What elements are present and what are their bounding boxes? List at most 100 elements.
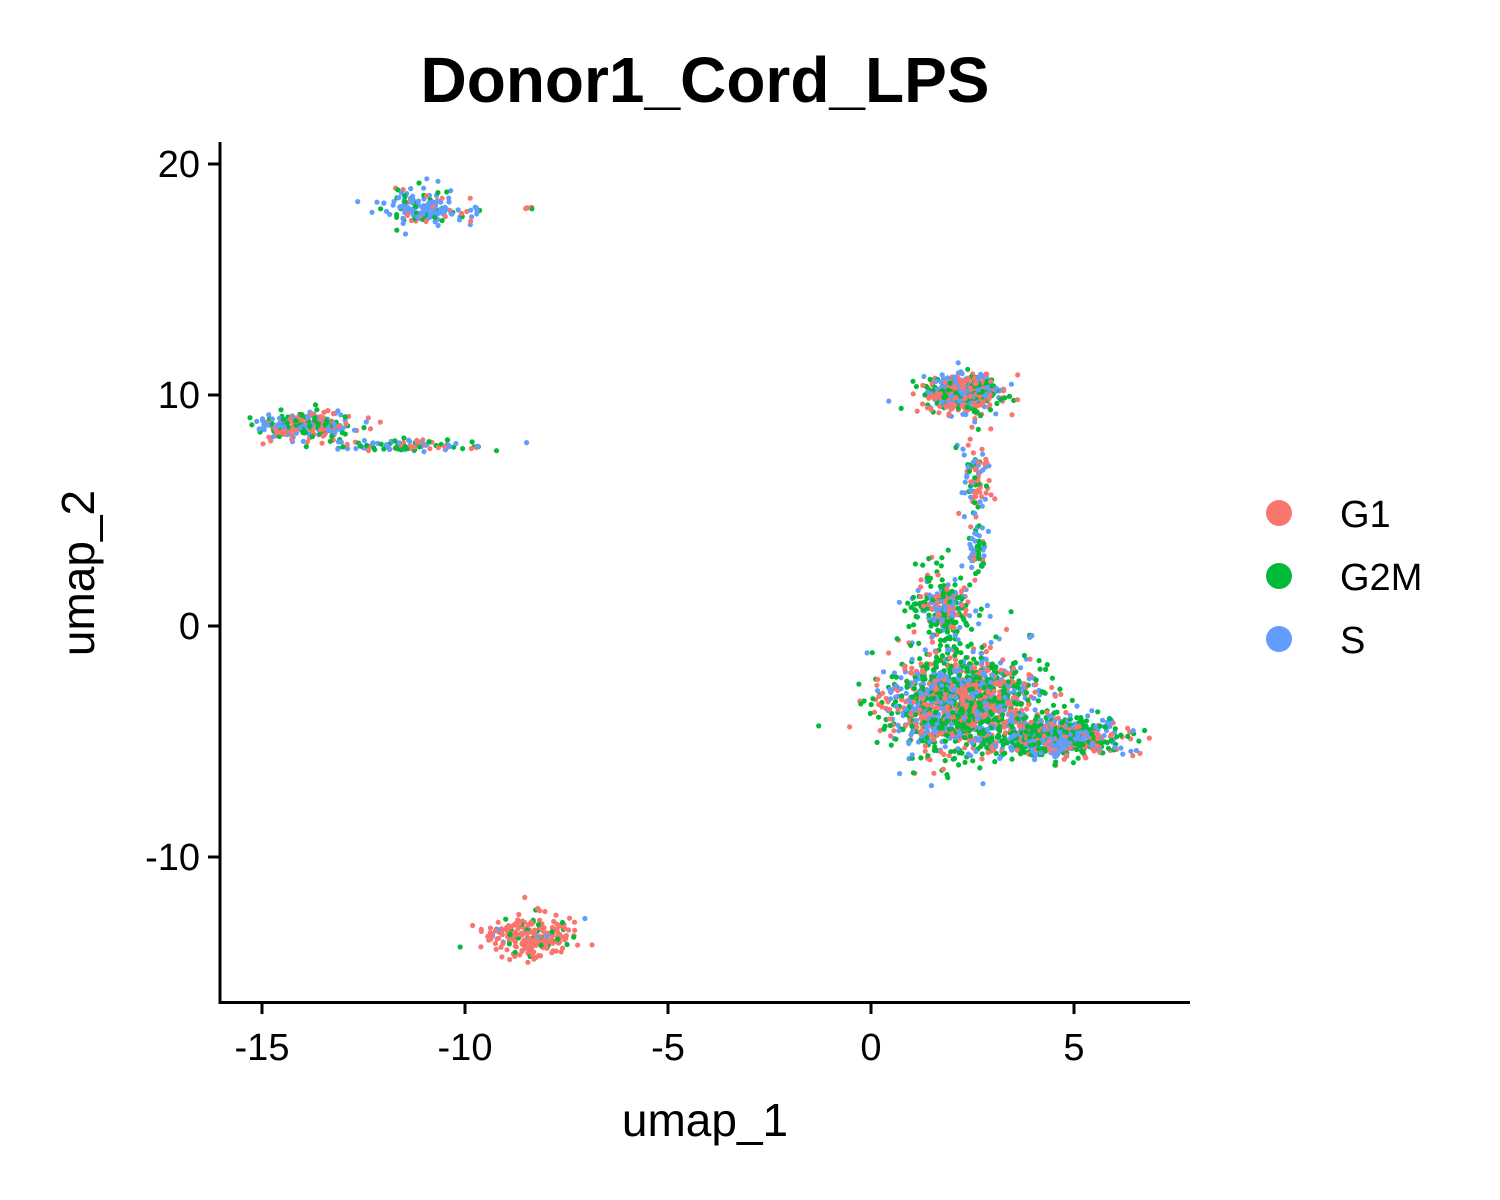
- data-point-g2m: [920, 562, 926, 568]
- data-point-g2m: [976, 612, 983, 619]
- data-point-g1: [404, 212, 411, 218]
- data-point-s: [976, 715, 982, 721]
- data-point-g2m: [993, 715, 999, 721]
- data-point-g2m: [961, 616, 967, 622]
- data-point-g2m: [978, 730, 984, 736]
- data-point-s: [468, 207, 474, 213]
- chart-title: Donor1_Cord_LPS: [421, 44, 990, 116]
- data-point-s: [979, 525, 986, 531]
- data-point-s: [965, 464, 971, 470]
- data-point-s: [955, 746, 961, 752]
- data-point-g1: [920, 667, 926, 673]
- data-point-s: [961, 452, 967, 458]
- data-point-g1: [958, 380, 964, 386]
- data-point-g2m: [911, 685, 918, 692]
- data-point-g1: [920, 401, 926, 407]
- data-point-g1: [991, 747, 997, 753]
- data-point-s: [972, 530, 978, 536]
- data-point-s: [1054, 751, 1061, 758]
- data-point-s: [370, 440, 376, 446]
- data-point-g1: [504, 947, 510, 953]
- data-point-s: [906, 739, 912, 745]
- y-tick-label: 20: [158, 144, 200, 186]
- data-point-g1: [917, 707, 923, 713]
- data-point-g2m: [932, 709, 939, 716]
- data-point-s: [949, 700, 955, 706]
- data-point-g1: [499, 932, 505, 938]
- data-point-g2m: [1125, 733, 1131, 740]
- data-point-g2m: [1057, 686, 1063, 692]
- data-point-s: [964, 474, 970, 480]
- data-point-g1: [1091, 748, 1097, 754]
- data-point-g1: [424, 193, 430, 199]
- data-point-g2m: [952, 653, 958, 659]
- data-point-g2m: [1000, 751, 1007, 757]
- data-point-g2m: [948, 663, 954, 669]
- data-point-s: [1056, 738, 1062, 744]
- data-point-g2m: [921, 719, 927, 726]
- data-point-s: [414, 214, 420, 220]
- data-point-g2m: [967, 713, 973, 719]
- data-point-s: [955, 360, 961, 366]
- data-point-s: [967, 677, 973, 683]
- data-point-g1: [944, 585, 950, 591]
- data-point-s: [420, 211, 426, 217]
- data-point-g1: [343, 421, 349, 427]
- data-point-g1: [926, 711, 932, 717]
- data-point-g1: [533, 954, 539, 960]
- data-point-g2m: [926, 629, 932, 635]
- data-point-g2m: [910, 594, 917, 600]
- data-point-s: [982, 700, 988, 706]
- data-point-g1: [289, 436, 295, 442]
- data-point-g2m: [912, 712, 919, 718]
- data-point-s: [974, 708, 980, 715]
- data-point-g2m: [919, 684, 926, 691]
- data-point-s: [1019, 685, 1026, 691]
- data-point-g1: [877, 728, 883, 734]
- data-point-s: [276, 415, 283, 421]
- data-point-s: [1001, 707, 1007, 713]
- data-point-g2m: [931, 747, 938, 754]
- data-point-g2m: [1067, 716, 1073, 722]
- data-point-g1: [554, 928, 560, 934]
- data-point-g2m: [981, 541, 987, 547]
- data-point-g2m: [945, 387, 951, 393]
- data-point-g1: [972, 494, 978, 500]
- data-point-g1: [309, 411, 315, 417]
- data-point-g2m: [1080, 750, 1086, 756]
- data-point-g2m: [398, 447, 404, 453]
- data-point-g1: [500, 940, 506, 947]
- data-point-g2m: [893, 674, 899, 680]
- data-point-s: [435, 178, 441, 184]
- data-point-g1: [1033, 681, 1039, 688]
- data-point-s: [345, 446, 351, 452]
- data-point-s: [305, 414, 311, 420]
- data-point-s: [1112, 744, 1118, 751]
- data-point-s: [396, 195, 402, 201]
- data-point-g2m: [959, 596, 965, 602]
- data-point-g2m: [329, 433, 335, 439]
- data-point-g2m: [1045, 731, 1051, 737]
- data-point-g1: [985, 689, 991, 695]
- data-point-g1: [932, 687, 938, 693]
- data-point-g2m: [958, 575, 964, 581]
- data-point-g2m: [416, 444, 423, 450]
- data-point-s: [929, 683, 935, 689]
- data-point-s: [930, 633, 936, 639]
- data-point-s: [959, 490, 965, 496]
- data-point-g1: [984, 371, 990, 377]
- data-point-g2m: [1095, 709, 1101, 715]
- data-point-g2m: [460, 446, 466, 452]
- legend-label-g2m: G2M: [1340, 557, 1422, 599]
- data-point-s: [997, 755, 1003, 762]
- data-point-g2m: [1015, 685, 1021, 691]
- data-point-g1: [941, 751, 947, 758]
- data-point-g1: [508, 924, 514, 930]
- data-point-g1: [1015, 397, 1021, 403]
- data-point-s: [903, 706, 909, 713]
- data-point-g1: [976, 460, 982, 466]
- data-point-g1: [528, 919, 535, 925]
- data-point-g2m: [955, 595, 961, 601]
- data-point-s: [455, 207, 461, 213]
- data-point-s: [959, 563, 965, 569]
